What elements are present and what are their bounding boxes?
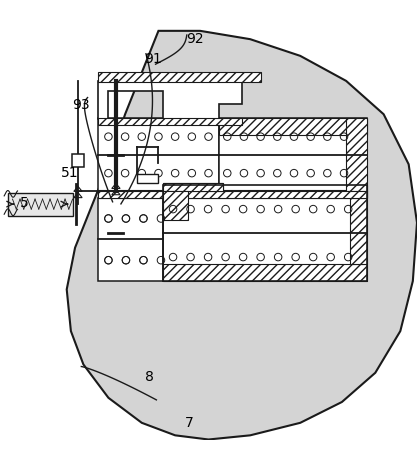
- Polygon shape: [98, 117, 242, 125]
- Text: 92: 92: [186, 32, 204, 46]
- Polygon shape: [163, 264, 367, 281]
- Polygon shape: [163, 183, 223, 190]
- Polygon shape: [98, 72, 261, 82]
- Polygon shape: [163, 183, 223, 191]
- Polygon shape: [346, 118, 367, 191]
- Polygon shape: [137, 174, 158, 183]
- Polygon shape: [98, 81, 242, 119]
- Text: 91: 91: [145, 52, 162, 66]
- Text: 5: 5: [20, 196, 28, 210]
- Polygon shape: [98, 198, 163, 281]
- Text: 8: 8: [145, 370, 154, 384]
- Polygon shape: [163, 185, 367, 281]
- Polygon shape: [98, 118, 219, 191]
- Polygon shape: [8, 193, 73, 216]
- Polygon shape: [350, 185, 367, 264]
- Polygon shape: [163, 191, 188, 220]
- Polygon shape: [67, 31, 417, 439]
- Polygon shape: [72, 154, 84, 167]
- Text: 93: 93: [73, 98, 90, 112]
- Polygon shape: [219, 118, 367, 135]
- Text: 7: 7: [186, 416, 194, 430]
- Text: 51: 51: [61, 165, 79, 180]
- Polygon shape: [98, 190, 367, 198]
- Polygon shape: [219, 118, 367, 191]
- Polygon shape: [98, 191, 367, 199]
